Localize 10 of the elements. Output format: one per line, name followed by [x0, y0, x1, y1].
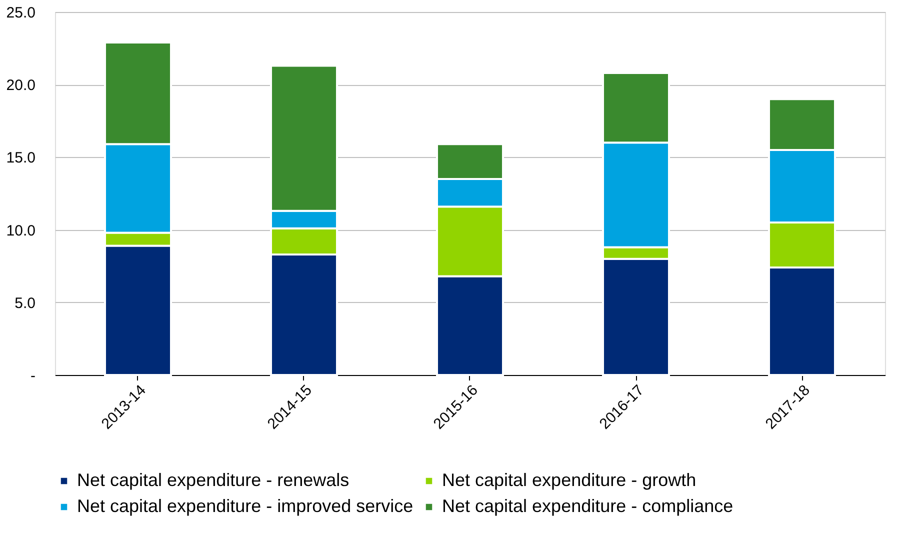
y-tick-label: 20.0 — [6, 77, 36, 94]
legend-label: Net capital expenditure - compliance — [442, 496, 734, 516]
legend-label: Net capital expenditure - improved service — [77, 496, 414, 516]
y-tick-label: 15.0 — [6, 150, 36, 167]
y-tick-label: 5.0 — [14, 294, 36, 312]
y-tick-label: 10.0 — [6, 222, 36, 240]
legend-label: Net capital expenditure - renewals — [77, 470, 350, 490]
legend-label: Net capital expenditure - growth — [442, 470, 696, 490]
y-tick-label: 25.0 — [6, 4, 36, 22]
y-tick-label: - — [30, 368, 36, 384]
